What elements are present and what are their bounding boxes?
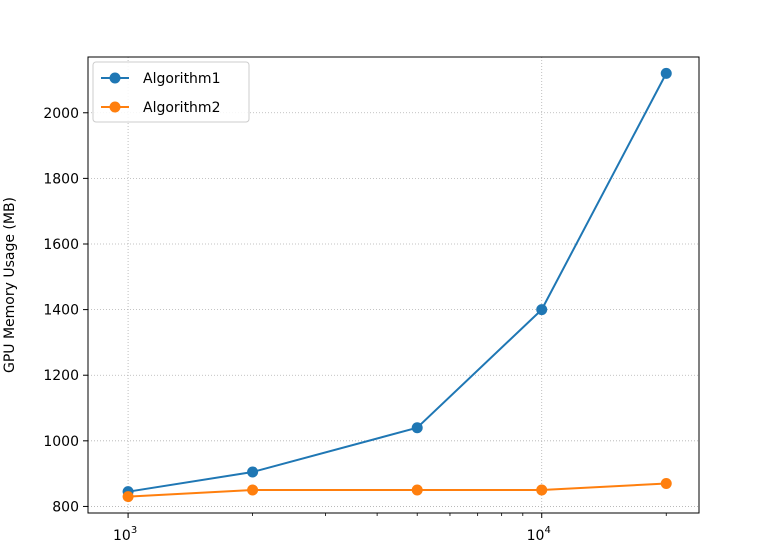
data-point	[247, 466, 259, 478]
x-tick-exponent: 4	[544, 525, 550, 536]
data-point	[122, 491, 134, 503]
data-point	[247, 484, 259, 496]
x-tick-exponent: 3	[131, 525, 137, 536]
grid-lines	[88, 57, 699, 513]
legend-label: Algorithm2	[143, 100, 220, 116]
y-tick-label: 1400	[43, 303, 79, 319]
data-point	[660, 477, 672, 489]
legend-entry: Algorithm1	[101, 71, 220, 87]
data-point	[660, 67, 672, 79]
data-point	[411, 422, 423, 434]
legend: Algorithm1 Algorithm2	[92, 61, 250, 123]
series-2	[122, 477, 672, 503]
legend-label: Algorithm1	[143, 71, 220, 87]
plot-area-frame	[87, 56, 700, 514]
y-tick-label: 1800	[43, 171, 79, 187]
data-point	[536, 484, 548, 496]
data-point	[536, 304, 548, 316]
data-point	[411, 484, 423, 496]
legend-marker	[109, 101, 121, 113]
series-layer	[122, 67, 672, 503]
legend-box	[92, 61, 250, 123]
y-tick-label: 2000	[43, 106, 79, 122]
y-tick-label: 1200	[43, 368, 79, 384]
legend-marker	[109, 72, 121, 84]
y-tick-label: 1000	[43, 434, 79, 450]
y-tick-label: 1600	[43, 237, 79, 253]
y-axis: 800 1000 1200 1400 1600 1800 2000	[43, 106, 88, 515]
y-tick-label: 800	[52, 499, 79, 515]
legend-entry: Algorithm2	[101, 100, 220, 116]
y-axis-label: GPU Memory Usage (MB)	[2, 197, 18, 373]
